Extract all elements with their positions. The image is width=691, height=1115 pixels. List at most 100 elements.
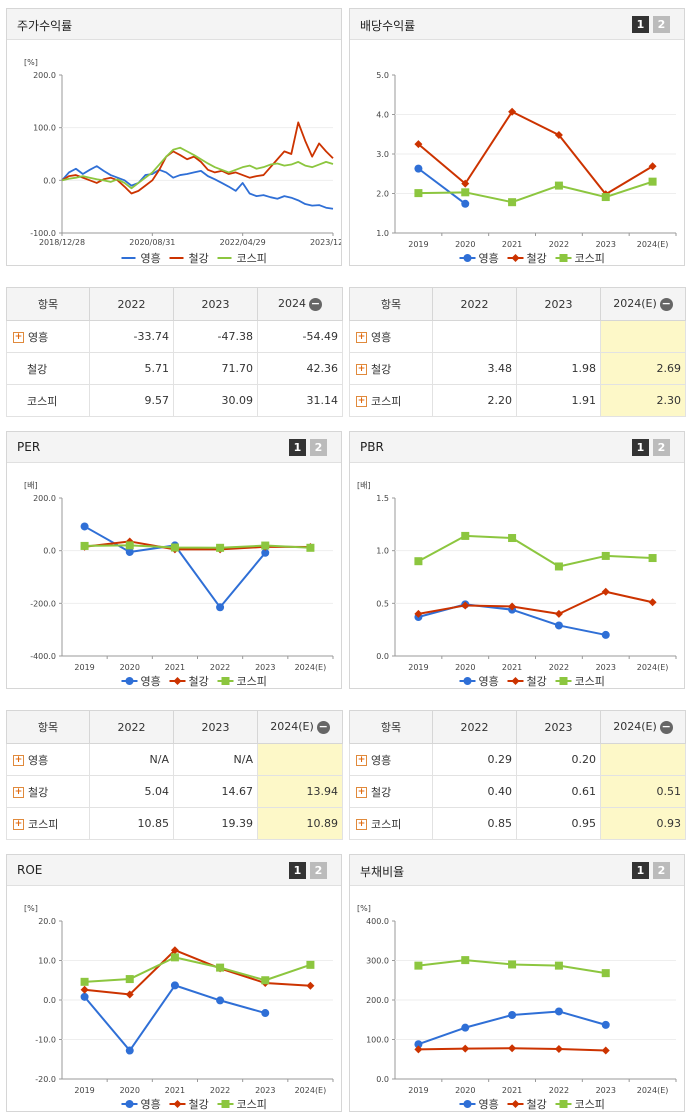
data-point-steel [414,140,423,149]
expand-plus-icon[interactable]: + [356,787,367,798]
legend-marker-kospi [559,254,568,262]
expand-plus-icon[interactable]: + [356,332,367,343]
legend-label-kospi: 코스피 [237,252,267,265]
data-point-kospi [80,541,89,550]
expand-plus-icon[interactable]: + [356,364,367,375]
data-point-younghung [414,1040,423,1049]
pbr-table: 항목 2022 2023 2024(E) − + 영흥 0.29 0.20 + 철강 0.40 0.61… [349,710,686,840]
page-1-button[interactable]: 1 [632,439,649,456]
table-row: 철강 5.71 71.70 42.36 [6,352,343,385]
series-line-kospi [418,180,653,204]
expand-plus-icon[interactable]: + [356,396,367,407]
data-point-younghung [80,522,89,531]
panel-header: ROE 1 2 [7,855,341,886]
data-point-younghung [461,199,470,208]
data-point-kospi [170,953,179,962]
row-label: 철강 [28,785,49,799]
y-tick-label: 1.0 [376,229,389,238]
column-header-label: 2024(E) [613,297,657,311]
data-point-kospi [601,969,610,978]
y-tick-label: 0.0 [43,547,56,556]
row-label: 영흥 [28,330,49,344]
table-cell: 2.20 [432,384,517,417]
data-point-younghung [80,992,89,1001]
expand-plus-icon[interactable]: + [13,755,24,766]
data-point-younghung [461,1023,470,1032]
page-1-button[interactable]: 1 [632,16,649,33]
legend-label-kospi: 코스피 [237,1098,267,1111]
data-point-younghung [170,981,179,990]
collapse-minus-icon[interactable]: − [316,719,330,734]
legend-label-kospi: 코스피 [237,675,267,688]
expand-plus-icon[interactable]: + [13,787,24,798]
table-cell: 19.39 [173,807,258,840]
collapse-minus-icon[interactable]: − [659,719,673,734]
data-point-younghung [125,1046,134,1055]
x-tick-label: 2023 [596,240,616,249]
per-table: 항목 2022 2023 2024(E) − + 영흥 N/A N/A + 철강 5.04 14.67 1… [6,710,343,840]
collapse-minus-icon[interactable]: − [309,296,322,311]
data-point-kospi [414,557,423,566]
table-row: + 코스피 2.20 1.91 2.30 [349,384,686,417]
page-1-button[interactable]: 1 [289,439,306,456]
table-row: + 영흥 0.29 0.20 [349,743,686,776]
expand-plus-icon[interactable]: + [356,755,367,766]
x-tick-label: 2020 [455,663,475,672]
per-chart: [배] 200.0 0.0 -200.0 -400.0 2019 2020 2021 2022 2… [24,481,334,688]
series-line-steel [84,949,311,996]
data-point-younghung [601,630,610,639]
row-header: + 영흥 [349,743,433,776]
data-point-younghung [554,1007,563,1016]
panel-debt: 부채비율 1 2 [%] 400.0 300.0 200.0 100.0 0.0 2019 2… [349,854,685,1112]
x-tick-label: 2019 [408,663,428,672]
data-point-kospi [80,977,89,986]
y-tick-label: 200.0 [366,996,389,1005]
x-tick-label: 2020 [455,1086,475,1095]
stock-return-table: 항목 2022 2023 2024− + 영흥 -33.74 -47.38 -54.49 철강 5.… [6,287,343,417]
y-tick-label: -200.0 [30,599,56,608]
column-header: 2024(E) − [600,287,686,321]
expand-plus-icon[interactable]: + [13,332,24,343]
series-line-younghung [61,165,334,210]
page-2-button[interactable]: 2 [310,439,327,456]
page-1-button[interactable]: 1 [289,862,306,879]
x-tick-label: 2021 [165,1086,185,1095]
table-cell [516,320,601,353]
data-point-kospi [554,181,563,190]
page-1-button[interactable]: 1 [632,862,649,879]
table-cell: 31.14 [257,384,343,417]
data-point-younghung [216,996,225,1005]
y-tick-label: -10.0 [35,1036,56,1045]
x-tick-label: 2021 [502,240,522,249]
x-tick-label: 2022/04/29 [220,238,266,247]
row-label: 코스피 [28,817,59,831]
data-point-steel [601,1046,610,1055]
page-2-button[interactable]: 2 [653,16,670,33]
data-point-kospi [306,960,315,969]
page-2-button[interactable]: 2 [310,862,327,879]
expand-plus-icon[interactable]: + [356,819,367,830]
panel-header: 부채비율 1 2 [350,855,684,886]
x-tick-label: 2024(E) [295,663,327,672]
series-line-steel [61,121,334,195]
legend-label-younghung: 영흥 [141,1097,161,1111]
table-row: + 영흥 N/A N/A [6,743,343,776]
page-2-button[interactable]: 2 [653,439,670,456]
data-point-steel [648,162,657,171]
expand-plus-icon[interactable]: + [13,819,24,830]
data-point-steel [508,1044,517,1053]
panel-header: 주가수익률 [7,9,341,40]
panel-roe: ROE 1 2 [%] 20.0 10.0 0.0 -10.0 -20.0 2019 2020… [6,854,342,1112]
collapse-minus-icon[interactable]: − [659,296,673,311]
data-point-steel [461,601,470,610]
legend-label-steel: 철강 [189,252,209,265]
data-point-kospi [648,554,657,563]
legend-marker-kospi [559,677,568,685]
column-header: 2024(E) − [600,710,686,744]
page-2-button[interactable]: 2 [653,862,670,879]
table-cell: 0.95 [516,807,601,840]
data-point-steel [461,1044,470,1053]
series-line-kospi [417,534,653,568]
y-tick-label: 2.0 [376,190,389,199]
table-cell: 0.40 [432,775,517,808]
